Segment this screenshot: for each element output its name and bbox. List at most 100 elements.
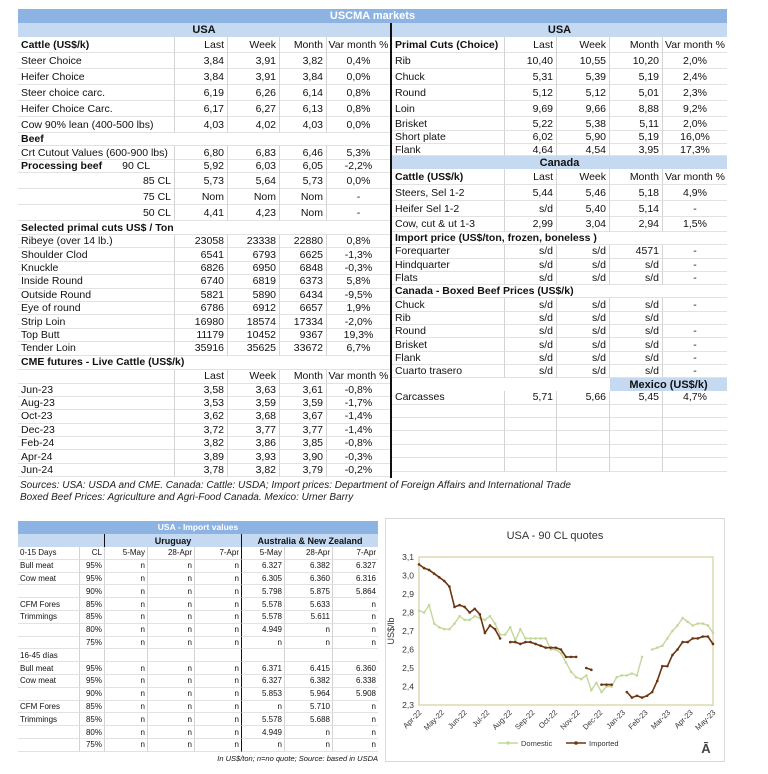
page-title: USCMA markets [18, 9, 727, 23]
table-row: Flats s/d s/d s/d - [392, 271, 727, 286]
value: 6819 [228, 275, 280, 289]
cl-value: 90% [80, 585, 105, 599]
value: s/d [557, 258, 610, 272]
legend-label-imported: Imported [589, 739, 619, 748]
value: s/d [557, 298, 610, 312]
plot-area [418, 556, 714, 706]
value: Nom [280, 189, 327, 205]
cl-value: 80% [80, 726, 105, 739]
column-header: Month [610, 37, 663, 53]
value: 3,95 [610, 144, 663, 156]
row-label: CFM Fores [18, 700, 80, 714]
data-point-imported [696, 637, 700, 640]
value [663, 312, 727, 326]
value: 5,39 [557, 69, 610, 85]
row-label: Flank [392, 351, 505, 365]
section-title: Primal Cuts (Choice) [392, 37, 505, 53]
value: 1,9% [327, 302, 390, 316]
value: s/d [557, 325, 610, 339]
data-point-imported [493, 627, 497, 631]
column-header: 5-May [242, 547, 285, 560]
x-tick-label: Mar-23 [649, 708, 672, 731]
value: 3,68 [228, 410, 280, 424]
data-point-domestic [686, 620, 689, 624]
value: 4,03 [280, 117, 327, 133]
value: 6.382 [285, 559, 333, 573]
row-label: Rib [392, 53, 505, 69]
x-tick-label: Oct-22 [537, 708, 559, 730]
table-row: Heifer Choice 3,84 3,91 3,84 0,0% [18, 69, 390, 85]
row-label: Ribeye (over 14 lb.) [18, 235, 175, 249]
cell [610, 444, 663, 459]
value: 5,73 [280, 173, 327, 189]
value: n [148, 726, 195, 739]
value: n [148, 598, 195, 611]
value: 4,9% [663, 185, 727, 201]
data-point-domestic [508, 626, 512, 629]
section-header: Primal Cuts (Choice) Last Week Month Var mon… [392, 37, 727, 53]
data-point-imported [640, 696, 644, 699]
table-row: CFM Fores 85% n n n n 5.710 n [18, 700, 378, 714]
value: 2,94 [610, 217, 663, 232]
table-row: Rib s/d s/d s/d [392, 311, 727, 326]
corner-glyph: Ā [701, 741, 711, 756]
row-label: Feb-24 [18, 437, 175, 451]
data-point-imported [519, 642, 522, 646]
value: 4,23 [228, 205, 280, 221]
usa-left-table: USA Cattle (US$/k) Last Week Month Var month … [18, 23, 390, 478]
value: - [663, 352, 727, 365]
value: 5,19 [610, 131, 663, 144]
table-row: Jun-23 3,58 3,63 3,61 -0,8% [18, 383, 390, 397]
value: 5821 [175, 288, 228, 302]
data-point-imported [468, 611, 471, 614]
value: - [663, 365, 727, 379]
value: n [105, 585, 148, 599]
data-point-imported [448, 585, 451, 588]
value: n [148, 713, 195, 727]
section-title: Cattle (US$/k) [18, 37, 175, 53]
table-row: Heifer Sel 1-2 s/d 5,40 5,14- [392, 201, 727, 217]
series-line-domestic [418, 603, 714, 694]
cell [663, 431, 727, 445]
row-label: 50 CL [18, 205, 175, 221]
value: 3,91 [228, 53, 280, 69]
row-label: Forequarter [392, 245, 505, 259]
row-label [18, 636, 80, 650]
value: 6848 [280, 261, 327, 276]
table-row: Knuckle 6826 6950 6848 -0,3% [18, 261, 390, 276]
data-point-imported [584, 666, 588, 670]
row-label: Trimmings [18, 713, 80, 727]
row-label: Trimmings [18, 610, 80, 624]
data-point-domestic [473, 614, 477, 618]
table-row: Short plate 6,02 5,90 5,19 16,0% [392, 131, 727, 144]
data-point-imported [676, 648, 679, 651]
data-point-domestic [432, 622, 436, 625]
value: 5,11 [610, 117, 663, 131]
value: 3,59 [280, 396, 327, 411]
row-label: Cow meat [18, 572, 80, 586]
cell [557, 431, 610, 445]
row-label: Bull meat [18, 559, 80, 573]
table-row: Aug-23 3,53 3,59 3,59 -1,7% [18, 396, 390, 411]
value: 5.578 [242, 598, 285, 611]
right-table: USA Primal Cuts (Choice) Last Week Month Var … [390, 23, 727, 478]
data-point-domestic [514, 638, 517, 642]
y-tick-label: 3,1 [402, 552, 414, 562]
cl-value: 85% [80, 700, 105, 714]
value: 6912 [228, 301, 280, 316]
data-point-imported [478, 613, 482, 616]
value: n [148, 623, 195, 637]
table-row: Cow, cut & ut 1-3 2,99 3,04 2,94 1,5% [392, 217, 727, 232]
value: n [195, 559, 242, 573]
table-row: Steer choice carc. 6,19 6,26 6,14 0,8% [18, 85, 390, 101]
data-point-imported [671, 653, 674, 657]
value: - [663, 259, 727, 272]
cell [557, 444, 610, 459]
table-row: Bull meat 95% n n n 6.327 6.382 6.327 [18, 559, 378, 573]
value: n [105, 700, 148, 714]
value: 0,0% [327, 173, 390, 189]
data-point-domestic [443, 627, 446, 631]
row-label: Bull meat [18, 662, 80, 675]
value: 4,64 [505, 144, 557, 156]
value: 4.949 [242, 726, 285, 739]
